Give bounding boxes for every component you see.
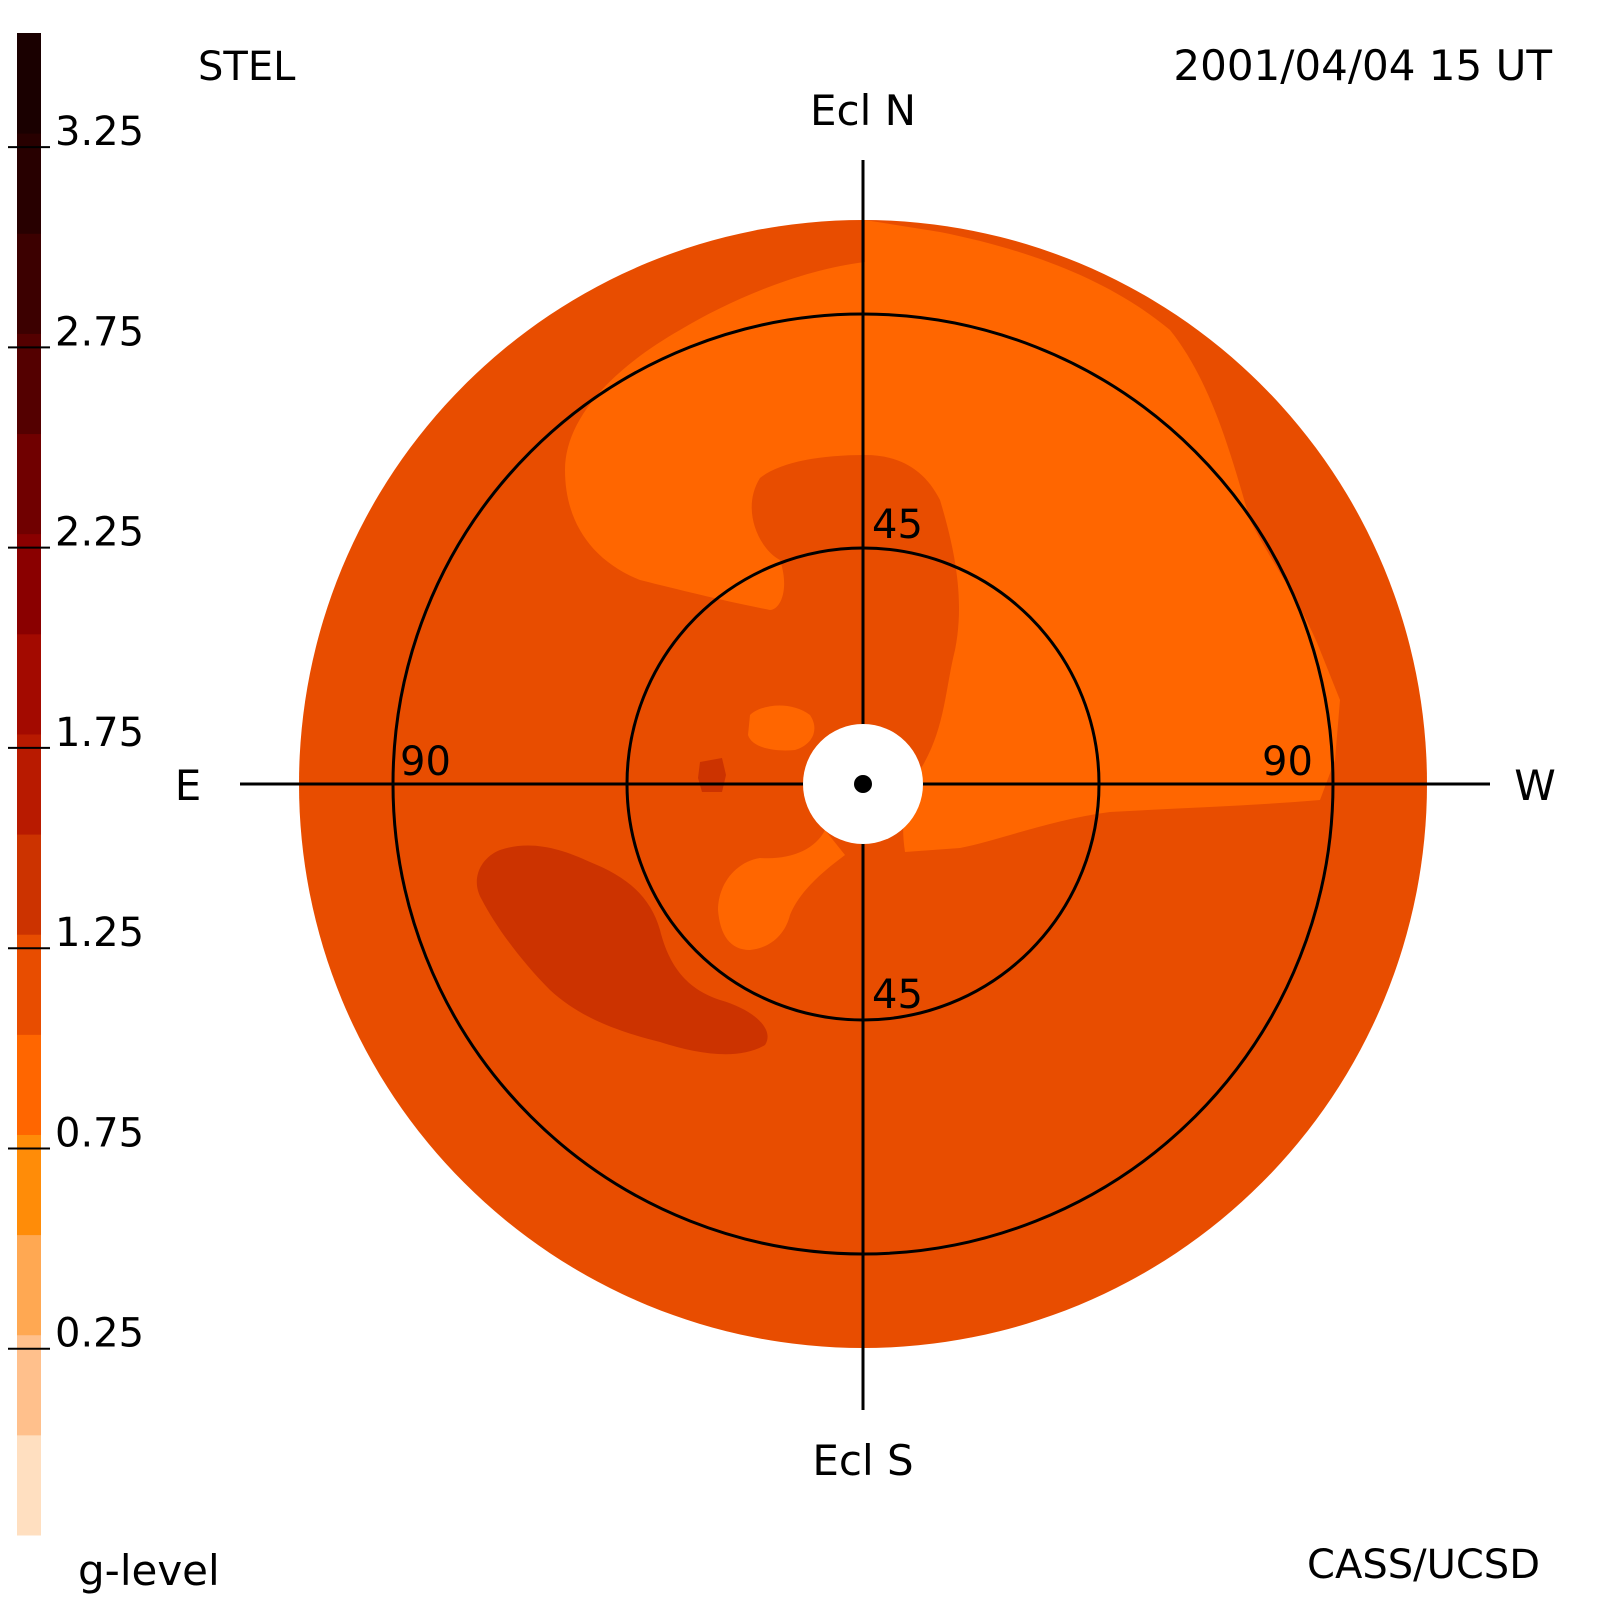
sun-center-dot — [854, 775, 872, 793]
ring-90-label-right: 90 — [1262, 739, 1313, 785]
colorbar-ticks: 3.25 2.75 2.25 1.75 1.25 0.75 0.25 — [8, 109, 144, 1357]
colorbar-tick-label: 0.75 — [55, 1110, 144, 1156]
colorbar-band — [17, 233, 41, 334]
colorbar-tick-label: 1.75 — [55, 710, 144, 756]
colorbar-band — [17, 633, 41, 735]
colorbar-band — [17, 1434, 41, 1536]
region-dense-near-sun-east — [698, 758, 726, 792]
region-dense-south-east — [476, 845, 768, 1055]
region-enhanced-near-sun-north-east — [748, 705, 815, 751]
colorbar-band — [17, 1234, 41, 1336]
colorbar-band — [17, 834, 41, 935]
colorbar-band — [17, 733, 41, 835]
colorbar-band — [17, 934, 41, 1035]
colorbar-band — [17, 133, 41, 234]
colorbar-band — [17, 433, 41, 535]
south-label: Ecl S — [812, 1436, 913, 1485]
ring-45-label-top: 45 — [872, 502, 923, 548]
timestamp: 2001/04/04 15 UT — [1173, 41, 1552, 90]
colorbar-label: g-level — [78, 1546, 220, 1595]
colorbar-tick-label: 3.25 — [55, 109, 144, 155]
colorbar-band — [17, 333, 41, 435]
colorbar-band — [17, 33, 41, 134]
credit-label: CASS/UCSD — [1307, 1542, 1540, 1588]
colorbar-band — [17, 1034, 41, 1135]
instrument-label: STEL — [198, 44, 296, 90]
north-label: Ecl N — [810, 86, 916, 135]
region-enhanced-north-west — [565, 220, 1340, 852]
colorbar-band — [17, 1334, 41, 1436]
colorbar-band — [17, 533, 41, 635]
colorbar — [17, 33, 41, 1536]
colorbar-tick-label: 2.25 — [55, 510, 144, 556]
region-enhanced-center-south-arm — [718, 830, 845, 950]
east-label: E — [175, 761, 202, 810]
colorbar-tick-label: 1.25 — [55, 910, 144, 956]
colorbar-tick-label: 2.75 — [55, 309, 144, 355]
west-label: W — [1514, 761, 1556, 810]
ring-45-label-bottom: 45 — [872, 972, 923, 1018]
colorbar-band — [17, 1134, 41, 1236]
ring-90-label-left: 90 — [400, 739, 451, 785]
colorbar-tick-label: 0.25 — [55, 1311, 144, 1357]
